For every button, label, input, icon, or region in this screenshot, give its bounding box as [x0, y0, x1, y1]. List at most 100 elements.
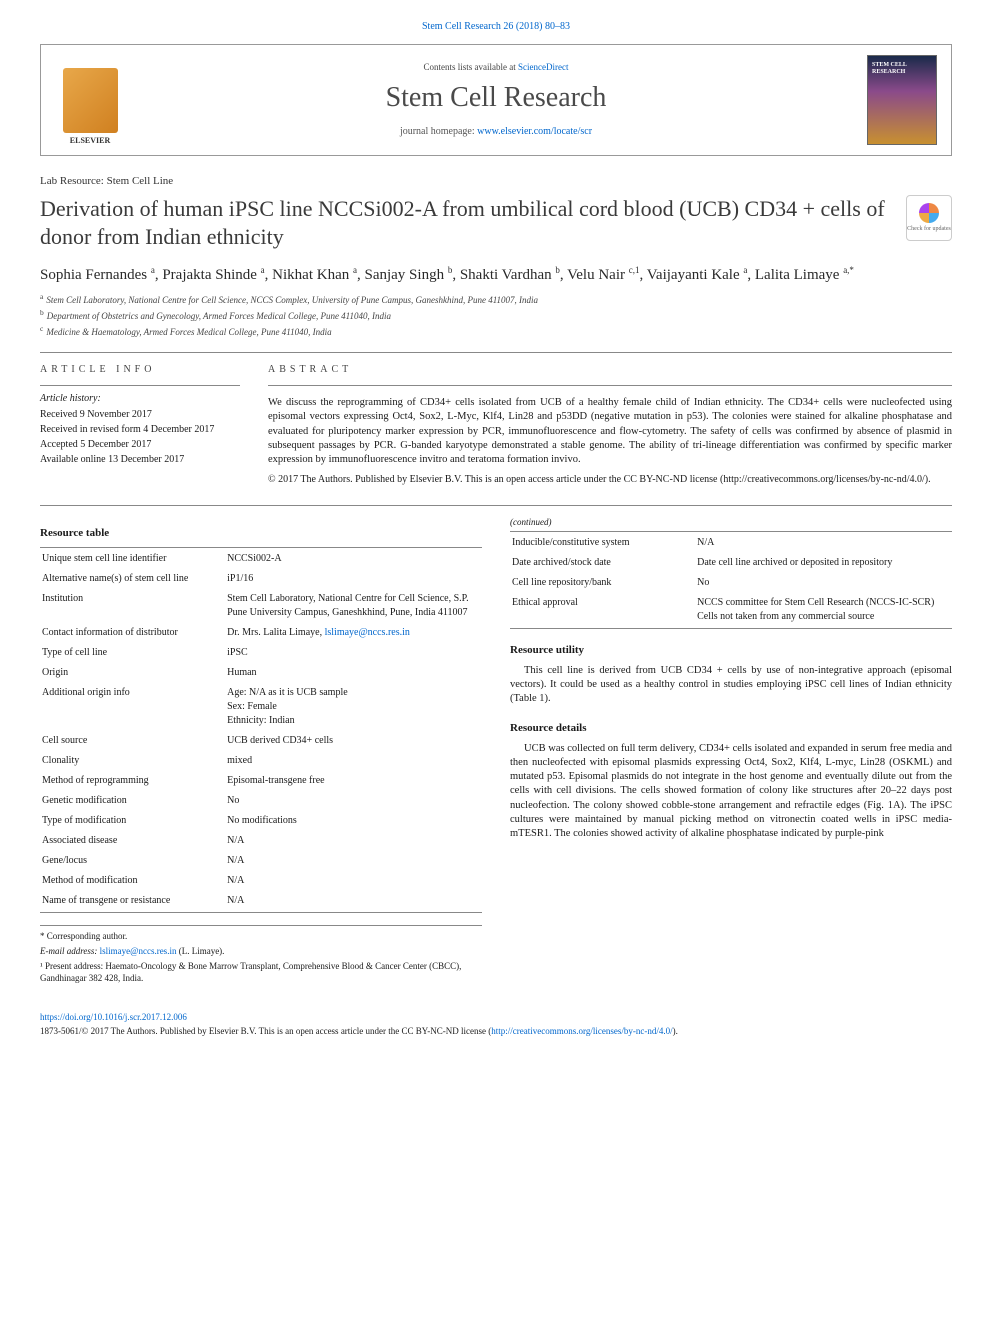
- table-value: iPSC: [227, 644, 480, 662]
- author-affil-sup: b: [448, 265, 453, 275]
- article-info-label: ARTICLE INFO: [40, 363, 240, 377]
- resource-table-right: Inducible/constitutive systemN/ADate arc…: [510, 531, 952, 629]
- footer-license-link[interactable]: http://creativecommons.org/licenses/by-n…: [491, 1026, 672, 1036]
- history-item: Accepted 5 December 2017: [40, 438, 240, 452]
- affil-sup: b: [40, 308, 44, 317]
- contents-line: Contents lists available at ScienceDirec…: [125, 61, 867, 74]
- table-value: No modifications: [227, 812, 480, 830]
- table-key: Date archived/stock date: [512, 554, 695, 572]
- abstract-copyright: © 2017 The Authors. Published by Elsevie…: [268, 473, 952, 487]
- elsevier-tree-icon: [63, 68, 118, 133]
- history-item: Available online 13 December 2017: [40, 453, 240, 467]
- resource-details-heading: Resource details: [510, 721, 952, 736]
- left-col: Resource table Unique stem cell line ide…: [40, 516, 482, 987]
- table-row: Genetic modificationNo: [42, 792, 480, 810]
- table-key: Type of modification: [42, 812, 225, 830]
- email-link[interactable]: lslimaye@nccs.res.in: [325, 627, 410, 638]
- table-value: NCCSi002-A: [227, 550, 480, 568]
- table-key: Gene/locus: [42, 852, 225, 870]
- contents-prefix: Contents lists available at: [424, 62, 518, 72]
- table-key: Additional origin info: [42, 684, 225, 730]
- table-key: Origin: [42, 664, 225, 682]
- table-row: Name of transgene or resistanceN/A: [42, 892, 480, 910]
- author-affil-sup: a: [743, 265, 747, 275]
- abstract-text: We discuss the reprogramming of CD34+ ce…: [268, 396, 952, 467]
- resource-utility-text: This cell line is derived from UCB CD34 …: [510, 664, 952, 707]
- table-value: N/A: [227, 852, 480, 870]
- author-affil-sup: a,*: [843, 265, 854, 275]
- copyright-close: ).: [925, 474, 931, 485]
- table-key: Name of transgene or resistance: [42, 892, 225, 910]
- email-tail: (L. Limaye).: [176, 946, 224, 956]
- table-value: iP1/16: [227, 570, 480, 588]
- doi-line: https://doi.org/10.1016/j.scr.2017.12.00…: [40, 1011, 952, 1024]
- affil-sup: c: [40, 324, 43, 333]
- table-row: Alternative name(s) of stem cell lineiP1…: [42, 570, 480, 588]
- affil-sup: a: [40, 292, 43, 301]
- page-footer: https://doi.org/10.1016/j.scr.2017.12.00…: [40, 1011, 952, 1038]
- table-key: Clonality: [42, 752, 225, 770]
- table-value: Episomal-transgene free: [227, 772, 480, 790]
- rule: [40, 385, 240, 386]
- table-value: Date cell line archived or deposited in …: [697, 554, 950, 572]
- history-item: Received in revised form 4 December 2017: [40, 423, 240, 437]
- elsevier-logo: [55, 68, 125, 133]
- article-title: Derivation of human iPSC line NCCSi002-A…: [40, 195, 886, 250]
- journal-cover-thumb: [867, 55, 937, 145]
- title-row: Derivation of human iPSC line NCCSi002-A…: [40, 195, 952, 250]
- table-value: N/A: [697, 534, 950, 552]
- table-key: Inducible/constitutive system: [512, 534, 695, 552]
- table-key: Cell source: [42, 732, 225, 750]
- rule: [268, 385, 952, 386]
- info-abstract-row: ARTICLE INFO Article history: Received 9…: [40, 363, 952, 487]
- homepage-link[interactable]: www.elsevier.com/locate/scr: [477, 126, 592, 137]
- license-link[interactable]: http://creativecommons.org/licenses/by-n…: [723, 474, 924, 485]
- author: Shakti Vardhan b: [460, 267, 560, 283]
- table-row: Date archived/stock dateDate cell line a…: [512, 554, 950, 572]
- homepage-prefix: journal homepage:: [400, 126, 477, 137]
- table-key: Institution: [42, 590, 225, 622]
- author-affil-sup: a: [353, 265, 357, 275]
- header-citation: Stem Cell Research 26 (2018) 80–83: [40, 20, 952, 34]
- resource-table-left: Unique stem cell line identifierNCCSi002…: [40, 547, 482, 913]
- table-value: No: [227, 792, 480, 810]
- table-row: Contact information of distributorDr. Mr…: [42, 624, 480, 642]
- abstract-label: ABSTRACT: [268, 363, 952, 377]
- present-address-note: ¹ Present address: Haemato-Oncology & Bo…: [40, 960, 482, 985]
- header-center: Contents lists available at ScienceDirec…: [125, 61, 867, 139]
- table-key: Method of modification: [42, 872, 225, 890]
- article-type: Lab Resource: Stem Cell Line: [40, 174, 952, 189]
- right-col: (continued) Inducible/constitutive syste…: [510, 516, 952, 987]
- issn-close: ).: [673, 1026, 678, 1036]
- doi-link[interactable]: https://doi.org/10.1016/j.scr.2017.12.00…: [40, 1012, 187, 1022]
- table-row: InstitutionStem Cell Laboratory, Nationa…: [42, 590, 480, 622]
- table-value: NCCS committee for Stem Cell Research (N…: [697, 594, 950, 626]
- crossmark-badge[interactable]: Check for updates: [906, 195, 952, 241]
- table-row: OriginHuman: [42, 664, 480, 682]
- sciencedirect-link[interactable]: ScienceDirect: [518, 62, 568, 72]
- crossmark-label: Check for updates: [907, 225, 951, 233]
- table-value: Stem Cell Laboratory, National Centre fo…: [227, 590, 480, 622]
- resource-details-text: UCB was collected on full term delivery,…: [510, 742, 952, 841]
- affiliation: bDepartment of Obstetrics and Gynecology…: [40, 308, 952, 323]
- affiliations: aStem Cell Laboratory, National Centre f…: [40, 292, 952, 338]
- author: Lalita Limaye a,*: [755, 267, 854, 283]
- table-row: Cell sourceUCB derived CD34+ cells: [42, 732, 480, 750]
- table-value: Human: [227, 664, 480, 682]
- corr-author-note: * Corresponding author.: [40, 930, 482, 943]
- table-value: N/A: [227, 832, 480, 850]
- table-row: Clonalitymixed: [42, 752, 480, 770]
- table-row: Additional origin infoAge: N/A as it is …: [42, 684, 480, 730]
- author: Velu Nair c,1: [567, 267, 639, 283]
- author-affil-sup: a: [261, 265, 265, 275]
- author: Nikhat Khan a: [272, 267, 357, 283]
- table-row: Gene/locusN/A: [42, 852, 480, 870]
- journal-header-box: Contents lists available at ScienceDirec…: [40, 44, 952, 156]
- table-key: Genetic modification: [42, 792, 225, 810]
- author-affil-sup: a: [151, 265, 155, 275]
- table-row: Type of modificationNo modifications: [42, 812, 480, 830]
- author: Sanjay Singh b: [364, 267, 452, 283]
- author: Vaijayanti Kale a: [647, 267, 748, 283]
- table-key: Method of reprogramming: [42, 772, 225, 790]
- corr-email-link[interactable]: lslimaye@nccs.res.in: [100, 946, 177, 956]
